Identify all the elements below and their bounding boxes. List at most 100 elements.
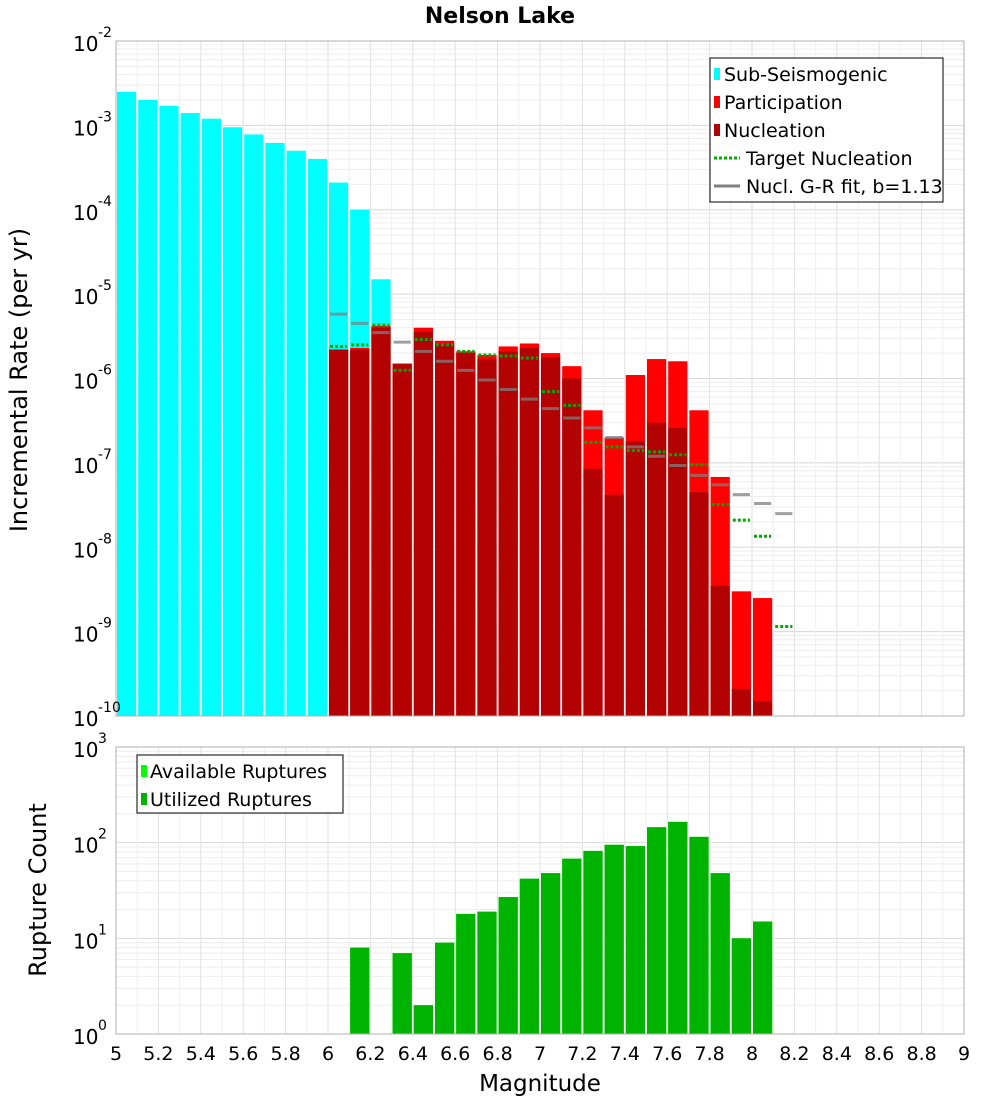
y-tick-exponent: -10 — [98, 700, 121, 716]
legend-label: Target Nucleation — [745, 148, 913, 170]
bar — [180, 113, 200, 716]
x-tick-label: 6.2 — [355, 1043, 385, 1065]
x-tick-label: 7.8 — [694, 1043, 724, 1065]
chart-title: Nelson Lake — [425, 4, 575, 29]
y-tick-exponent: -6 — [98, 363, 112, 379]
y-tick-label: 10 — [73, 707, 98, 731]
series-utilized-ruptures — [350, 821, 773, 1034]
y-tick-label: 10 — [73, 929, 98, 953]
bar — [689, 836, 709, 1034]
bar — [371, 327, 391, 716]
bar — [731, 591, 751, 716]
x-tick-label: 8.2 — [779, 1043, 809, 1065]
x-tick-label: 6.4 — [398, 1043, 428, 1065]
legend-box — [709, 57, 944, 203]
bar — [244, 134, 264, 717]
y-tick-exponent: -9 — [98, 616, 112, 632]
bar — [498, 351, 518, 716]
top-y-axis-label: Incremental Rate (per yr) — [5, 228, 33, 532]
bar — [753, 598, 773, 716]
bar — [223, 127, 243, 716]
x-tick-label: 7.6 — [652, 1043, 682, 1065]
y-tick-label: 10 — [73, 285, 98, 309]
bar — [668, 427, 688, 716]
x-tick-label: 5.6 — [228, 1043, 258, 1065]
y-tick-exponent: -5 — [98, 278, 112, 294]
y-tick-exponent: -7 — [98, 447, 112, 463]
bar — [753, 921, 773, 1034]
y-tick-label: 10 — [73, 201, 98, 225]
x-tick-label: 9 — [958, 1043, 970, 1065]
legend: Sub-Seismogenic Participation Nucleation Ta… — [709, 57, 944, 203]
legend: Available Ruptures Utilized Ruptures — [136, 754, 344, 814]
x-tick-label: 6 — [322, 1043, 334, 1065]
x-tick-label: 7 — [534, 1043, 546, 1065]
bar — [604, 494, 624, 716]
legend-swatch — [141, 793, 147, 805]
bar — [562, 378, 582, 716]
bar — [625, 846, 645, 1034]
legend-label: Utilized Ruptures — [150, 789, 312, 811]
bar — [731, 938, 751, 1034]
plot-frame — [115, 40, 965, 717]
bar — [413, 1005, 433, 1034]
legend-label: Sub-Seismogenic — [724, 64, 888, 86]
bar — [350, 349, 370, 716]
bar — [583, 468, 603, 716]
bar — [668, 821, 688, 1034]
y-tick-exponent: 3 — [98, 731, 107, 747]
bar — [117, 91, 137, 716]
bar — [456, 353, 476, 716]
x-tick-label: 7.4 — [610, 1043, 640, 1065]
bar — [519, 878, 539, 1034]
bar — [138, 99, 158, 717]
bar — [392, 953, 412, 1034]
y-tick-exponent: -4 — [98, 194, 112, 210]
bar — [583, 850, 603, 1034]
legend-label: Available Ruptures — [150, 761, 327, 783]
y-tick-label: 10 — [73, 538, 98, 562]
series-nucleation — [329, 327, 773, 716]
legend-swatch — [714, 68, 720, 80]
bar — [159, 105, 179, 717]
bar — [477, 911, 497, 1034]
x-tick-label: 6.8 — [482, 1043, 512, 1065]
y-tick-label: 10 — [73, 834, 98, 858]
bar — [435, 942, 455, 1034]
y-tick-exponent: -2 — [98, 25, 112, 41]
bar — [435, 343, 455, 716]
bar — [647, 422, 667, 716]
series-target-nucleation — [330, 323, 793, 629]
x-tick-label: 5 — [110, 1043, 122, 1065]
bar — [413, 331, 433, 716]
bar — [541, 873, 561, 1034]
grid — [115, 747, 965, 1035]
x-tick-label: 5.8 — [270, 1043, 300, 1065]
legend-swatch — [141, 765, 147, 777]
x-axis-label: Magnitude — [479, 1071, 601, 1097]
bar — [286, 150, 306, 716]
y-tick-label: 10 — [73, 116, 98, 140]
bar — [350, 947, 370, 1034]
bar — [329, 349, 349, 716]
legend-label: Participation — [724, 92, 843, 114]
bar — [201, 118, 221, 716]
bar — [753, 701, 773, 716]
legend-swatch — [714, 124, 720, 136]
x-tick-label: 6.6 — [440, 1043, 470, 1065]
bar — [456, 913, 476, 1034]
bar — [541, 356, 561, 716]
bar — [710, 585, 730, 716]
plot-frame — [115, 746, 965, 1035]
y-tick-exponent: 2 — [98, 827, 107, 843]
x-tick-label: 7.2 — [567, 1043, 597, 1065]
bar — [562, 858, 582, 1034]
y-tick-label: 10 — [73, 738, 98, 762]
y-tick-label: 10 — [73, 454, 98, 478]
y-tick-label: 10 — [73, 370, 98, 394]
y-tick-exponent: 1 — [98, 922, 107, 938]
legend-box — [136, 754, 344, 814]
